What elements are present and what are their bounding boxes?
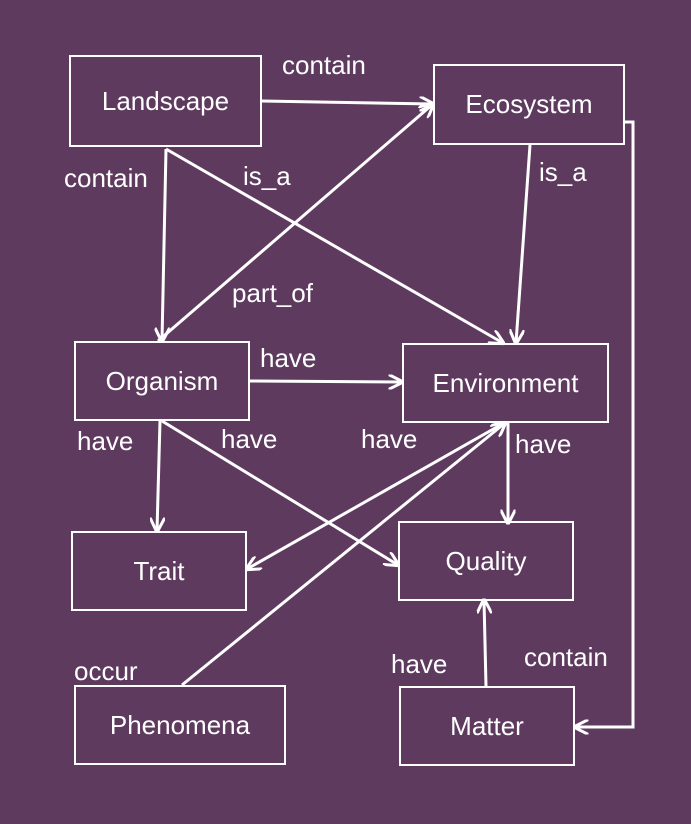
node-landscape-label: Landscape — [101, 85, 230, 116]
edge-phenomena-environment — [181, 423, 505, 687]
label-organism-trait: have — [77, 426, 134, 456]
label-phenomena-environment: occur — [74, 656, 138, 686]
label-landscape-ecosystem: contain — [282, 50, 366, 80]
label-landscape-environment: is_a — [243, 161, 291, 191]
edge-environment-trait — [247, 421, 505, 569]
node-environment: Environment — [402, 343, 609, 423]
label-environment-quality: have — [515, 429, 572, 459]
edge-landscape-ecosystem — [261, 101, 433, 104]
node-trait-label: Trait — [133, 555, 185, 586]
edge-organism-environment — [249, 381, 402, 382]
node-matter-label: Matter — [450, 710, 524, 741]
label-landscape-organism: contain — [64, 163, 148, 193]
node-landscape: Landscape — [69, 55, 262, 147]
label-organism-quality: have — [221, 424, 278, 454]
node-ecosystem-label: Ecosystem — [465, 89, 593, 119]
edge-organism-trait — [157, 420, 160, 531]
label-organism-environment: have — [260, 343, 317, 373]
node-quality: Quality — [398, 521, 574, 601]
label-organism-ecosystem: part_of — [232, 278, 313, 308]
edge-matter-quality — [484, 600, 486, 687]
node-organism-label: Organism — [105, 365, 219, 396]
node-phenomena: Phenomena — [74, 685, 286, 765]
node-phenomena-label: Phenomena — [109, 709, 251, 740]
node-organism: Organism — [74, 341, 250, 421]
edge-ecosystem-matter — [575, 120, 635, 727]
edge-landscape-organism — [162, 148, 166, 341]
label-ecosystem-matter: contain — [524, 642, 608, 672]
edge-landscape-environment — [165, 147, 503, 343]
label-ecosystem-environment: is_a — [539, 157, 587, 187]
edge-ecosystem-environment — [516, 144, 532, 343]
node-ecosystem: Ecosystem — [433, 64, 625, 145]
node-trait: Trait — [71, 531, 247, 611]
edge-organism-ecosystem — [157, 104, 433, 343]
node-environment-label: Environment — [432, 367, 579, 398]
node-matter: Matter — [399, 686, 575, 766]
label-environment-trait: have — [361, 424, 418, 454]
node-quality-label: Quality — [445, 545, 527, 576]
label-matter-quality: have — [391, 649, 448, 679]
